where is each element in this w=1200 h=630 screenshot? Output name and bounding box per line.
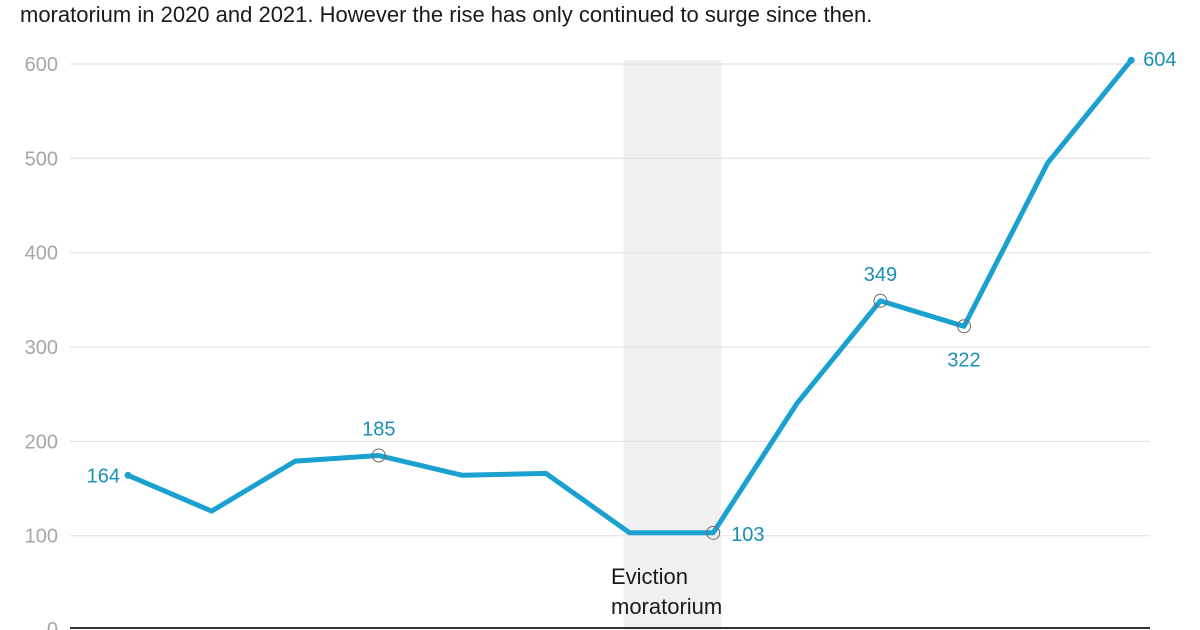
- y-tick-label: 200: [25, 431, 58, 453]
- y-tick-label: 0: [47, 619, 58, 630]
- moratorium-annotation: moratorium: [611, 594, 722, 619]
- moratorium-shaded-region: [623, 60, 722, 630]
- data-point-marker: [957, 319, 971, 334]
- data-label: 349: [864, 264, 897, 286]
- data-label: 103: [731, 524, 764, 546]
- data-label: 604: [1143, 49, 1176, 71]
- data-label: 185: [362, 418, 395, 440]
- y-tick-label: 300: [25, 337, 58, 359]
- data-point-marker: [371, 448, 386, 463]
- series-line: [125, 57, 1134, 536]
- moratorium-annotation: Eviction: [611, 564, 688, 589]
- chart-subtitle: moratorium in 2020 and 2021. However the…: [20, 2, 873, 27]
- data-label: 164: [87, 465, 120, 487]
- y-tick-label: 600: [25, 54, 58, 76]
- y-tick-label: 100: [25, 526, 58, 548]
- y-tick-label: 400: [25, 243, 58, 265]
- data-point-marker: [706, 525, 721, 540]
- data-point: [124, 471, 132, 479]
- y-tick-label: 500: [25, 148, 58, 170]
- data-point: [1127, 56, 1135, 64]
- data-point-marker: [873, 293, 888, 308]
- data-label: 322: [947, 349, 980, 371]
